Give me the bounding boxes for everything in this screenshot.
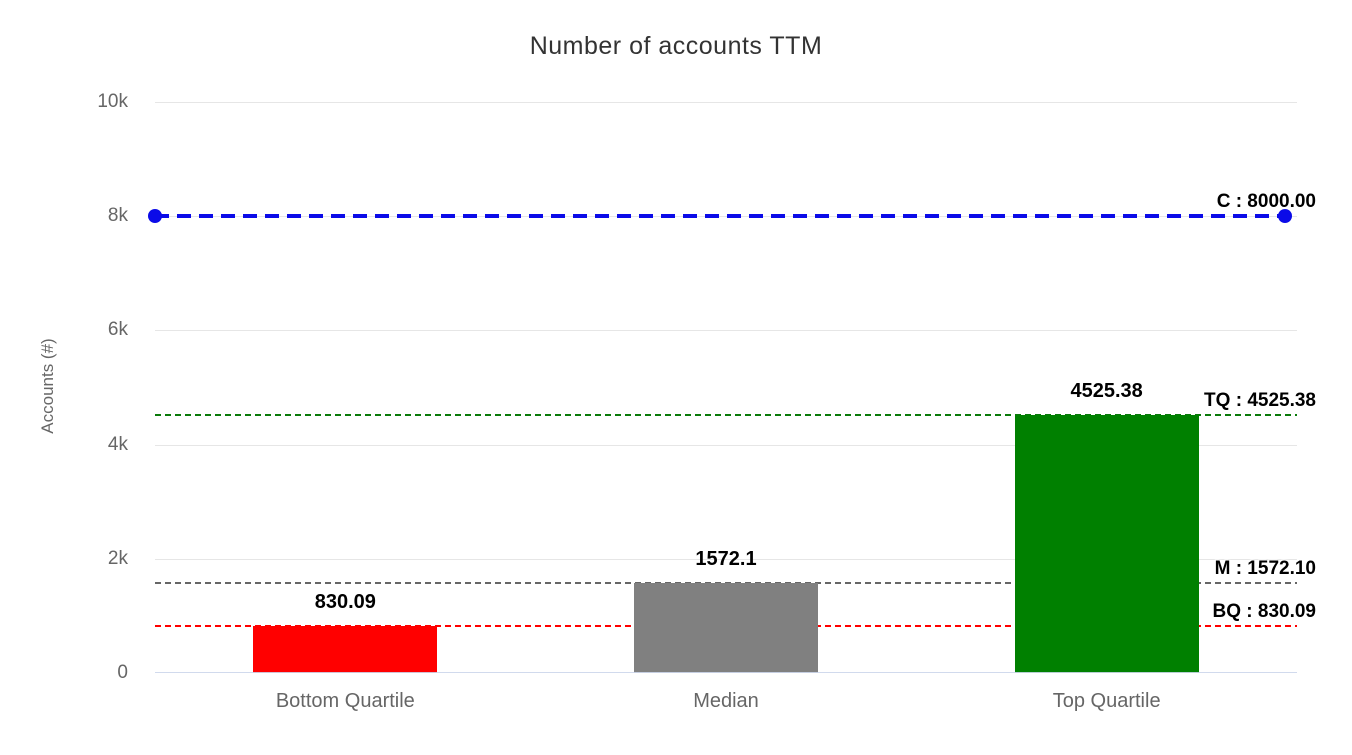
plot-area: 830.09 1572.1 4525.38 bbox=[148, 102, 1297, 673]
ref-line-label-BQ: BQ : 830.09 bbox=[1212, 600, 1317, 622]
y-axis-title: Accounts (#) bbox=[38, 338, 57, 434]
ref-line-TQ bbox=[155, 413, 1297, 416]
ref-line-label-M: M : 1572.10 bbox=[1214, 558, 1316, 580]
y-tick-label: 4k bbox=[107, 433, 128, 455]
bar-top-quartile[interactable] bbox=[1014, 414, 1199, 673]
line-end-marker-left[interactable] bbox=[148, 209, 162, 224]
bar-bottom-quartile[interactable] bbox=[253, 625, 438, 673]
y-tick-label: 10k bbox=[97, 91, 128, 112]
x-category-label: Median bbox=[693, 690, 759, 712]
bar-value-label: 830.09 bbox=[314, 590, 376, 613]
chart-title: Number of accounts TTM bbox=[529, 32, 823, 60]
y-tick-label: 8k bbox=[107, 205, 128, 227]
ref-line-label-C: C : 8000.00 bbox=[1216, 191, 1316, 213]
x-category-label: Bottom Quartile bbox=[275, 690, 415, 712]
ref-line-label-TQ: TQ : 4525.38 bbox=[1204, 389, 1316, 411]
bar-median[interactable] bbox=[634, 583, 818, 673]
line-end-marker-right[interactable] bbox=[1278, 209, 1292, 224]
y-tick-label: 0 bbox=[117, 662, 128, 683]
grid-line bbox=[155, 102, 1297, 103]
grid-line bbox=[155, 558, 1297, 560]
bar-value-label: 4525.38 bbox=[1070, 379, 1143, 402]
ref-line-M bbox=[155, 582, 1297, 585]
ref-line-C bbox=[155, 214, 1285, 219]
x-axis-line bbox=[155, 672, 1297, 673]
y-tick-label: 6k bbox=[107, 319, 128, 341]
x-category-label: Top Quartile bbox=[1052, 690, 1161, 712]
grid-line bbox=[155, 330, 1297, 332]
y-tick-label: 2k bbox=[107, 547, 128, 569]
grid-line bbox=[155, 444, 1297, 446]
bar-value-label: 1572.1 bbox=[695, 548, 757, 571]
